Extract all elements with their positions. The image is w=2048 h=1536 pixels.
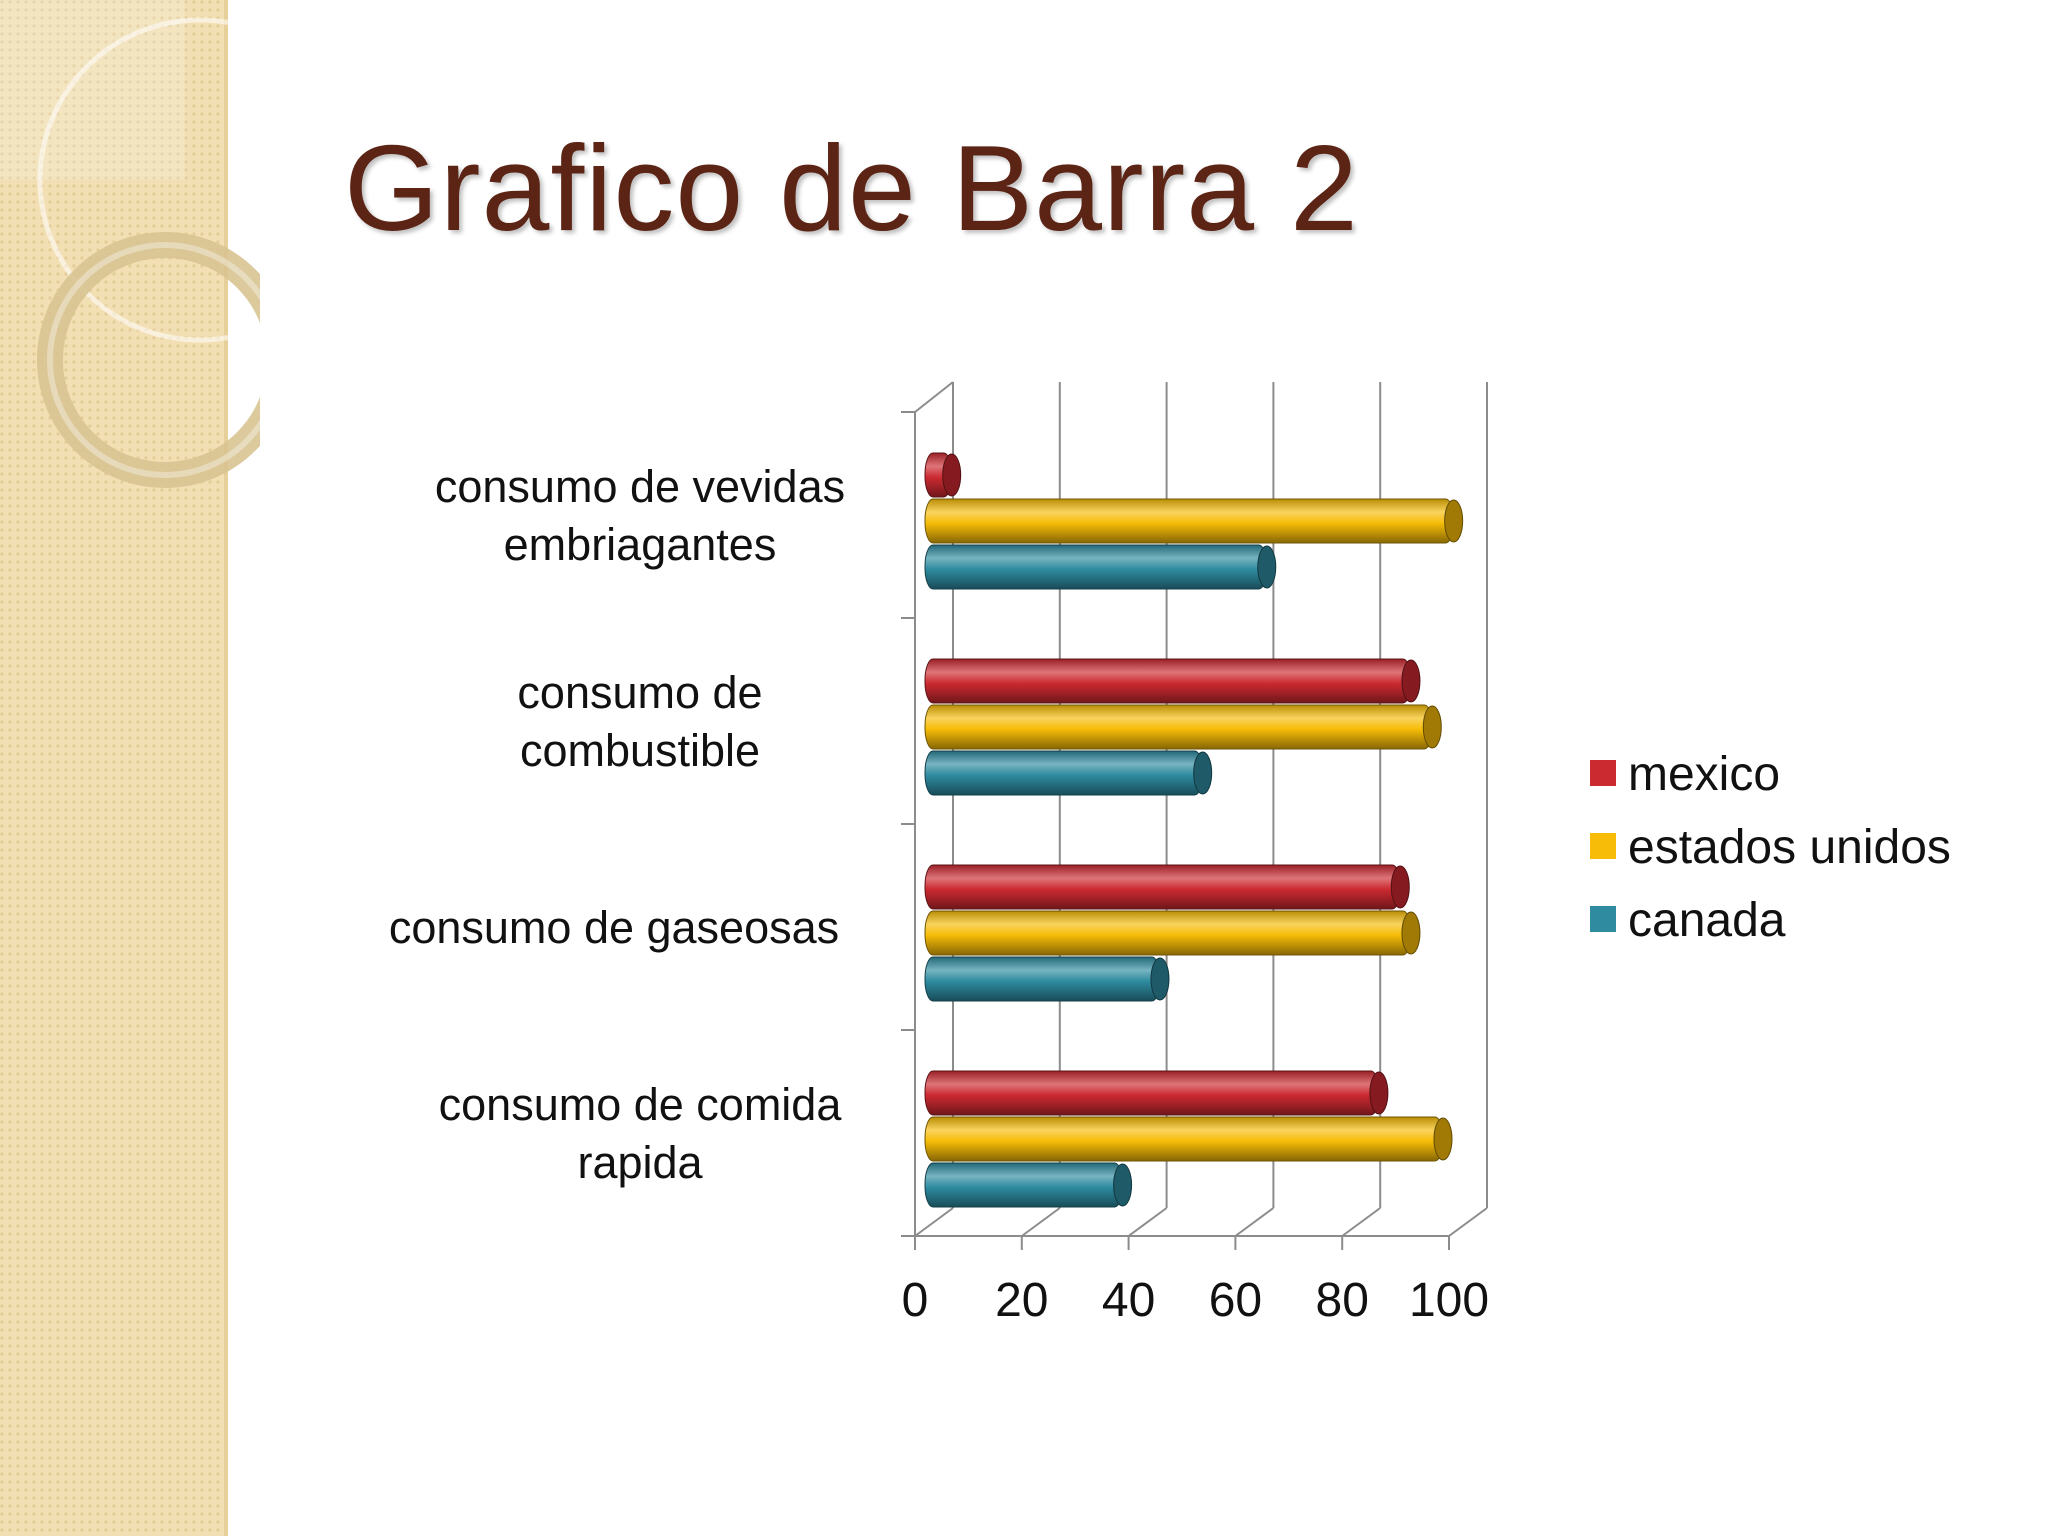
category-label-4: consumo de comida rapida	[439, 1079, 843, 1188]
bar-estados-unidos-3	[924, 910, 1412, 956]
bar-cap-mexico-3	[1390, 865, 1410, 909]
bar-cap-mexico-4	[1369, 1071, 1389, 1115]
x-tick-labels: 0 20 40 60 80 100	[902, 1274, 1489, 1327]
floor-line-x-60	[1234, 1207, 1274, 1237]
left-wall-top-edge	[914, 381, 954, 413]
floor-line-x-40	[1128, 1207, 1168, 1237]
bar-mexico-4	[924, 1070, 1380, 1116]
category-label-1: consumo de vevidas embriagantes	[435, 461, 845, 570]
bar-estados-unidos-1	[924, 498, 1455, 544]
bar-cap-canada-4	[1113, 1163, 1133, 1207]
bar-estados-unidos-4	[924, 1116, 1444, 1162]
bar-cap-canada-3	[1150, 957, 1170, 1001]
x-tick-label-40: 40	[1102, 1274, 1155, 1327]
x-tick-label-0: 0	[902, 1274, 929, 1327]
decorative-circles	[0, 0, 260, 488]
bar-canada-4	[924, 1162, 1124, 1208]
floor-line-x-20	[1021, 1207, 1061, 1237]
chart-legend: mexico estados unidos canada	[1590, 748, 1951, 947]
legend-label-mexico: mexico	[1628, 748, 1780, 801]
slide-title: Grafico de Barra 2	[344, 120, 1359, 256]
bar-canada-2	[924, 750, 1204, 796]
bar-cap-canada-1	[1257, 545, 1277, 589]
x-tick-label-60: 60	[1209, 1274, 1262, 1327]
decorative-side-edge	[224, 0, 228, 1536]
legend-label-estados-unidos: estados unidos	[1628, 821, 1951, 874]
category-label-2: consumo de combustible	[517, 667, 762, 776]
bar-cap-mexico-1	[942, 453, 962, 497]
legend-swatch-estados-unidos	[1590, 833, 1616, 859]
x-tick-label-20: 20	[995, 1274, 1048, 1327]
bar-cap-estados-unidos-3	[1401, 911, 1421, 955]
bar-canada-3	[924, 956, 1161, 1002]
floor-line-x-100	[1448, 1207, 1488, 1237]
floor-line-x-80	[1341, 1207, 1381, 1237]
bar-estados-unidos-2	[924, 704, 1433, 750]
chart-bars	[924, 452, 1464, 1208]
bar-canada-1	[924, 544, 1268, 590]
chart-axes	[901, 381, 1450, 1250]
x-tick-label-100: 100	[1409, 1274, 1489, 1327]
bar-mexico-2	[924, 658, 1412, 704]
bar-cap-canada-2	[1193, 751, 1213, 795]
x-tick-label-80: 80	[1316, 1274, 1369, 1327]
category-labels: consumo de vevidas embriagantes consumo de…	[389, 461, 845, 1188]
floor-line-x-0	[914, 1207, 954, 1237]
bar-cap-estados-unidos-1	[1444, 499, 1464, 543]
bar-cap-estados-unidos-2	[1422, 705, 1442, 749]
legend-swatch-mexico	[1590, 760, 1616, 786]
bar-cap-estados-unidos-4	[1433, 1117, 1453, 1161]
legend-label-canada: canada	[1628, 894, 1786, 947]
legend-swatch-canada	[1590, 906, 1616, 932]
bar-cap-mexico-2	[1401, 659, 1421, 703]
bar-mexico-3	[924, 864, 1401, 910]
category-label-3: consumo de gaseosas	[389, 902, 839, 953]
